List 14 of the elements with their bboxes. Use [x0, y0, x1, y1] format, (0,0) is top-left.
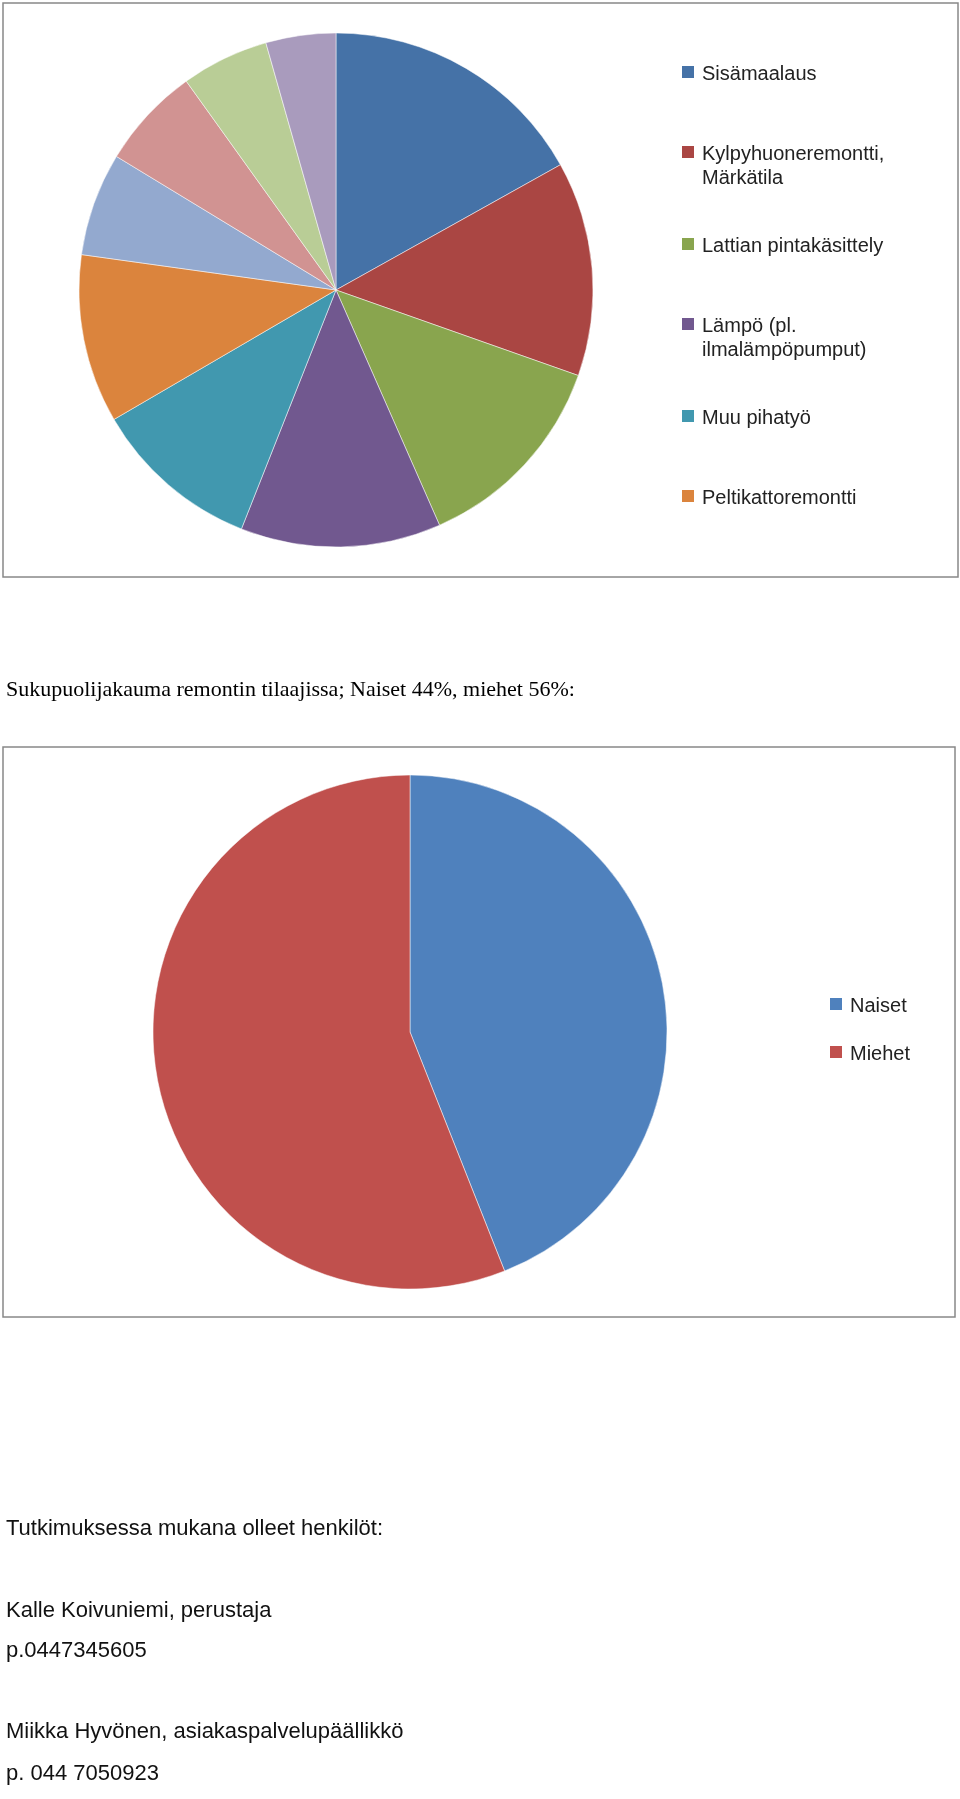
text: Kalle Koivuniemi, perustaja: [6, 1597, 273, 1622]
text: Tutkimuksessa mukana olleet henkilöt:: [6, 1515, 384, 1540]
text: p.0447345605: [6, 1637, 147, 1662]
chart-title: Sukupuolijakauma remontin tilaajissa; Naiset 44%, miehet 56%:: [6, 676, 575, 701]
legend-label: Sisämaalaus: [702, 62, 817, 85]
legend-label: Peltikattoremontti: [702, 486, 857, 509]
text: p. 044 7050923: [6, 1760, 159, 1785]
legend-label: Kylpyhuoneremontti, Märkätila: [702, 142, 885, 189]
text: Miikka Hyvönen, asiakaspalvelupäällikkö: [6, 1718, 404, 1743]
legend-label: Miehet: [850, 1042, 911, 1065]
legend-label: Muu pihatyö: [702, 406, 811, 429]
legend-label: Lämpö (pl. ilmalämpöpumput): [702, 314, 867, 361]
legend-label: Lattian pintakäsittely: [702, 234, 884, 257]
legend-label: Naiset: [850, 994, 908, 1017]
